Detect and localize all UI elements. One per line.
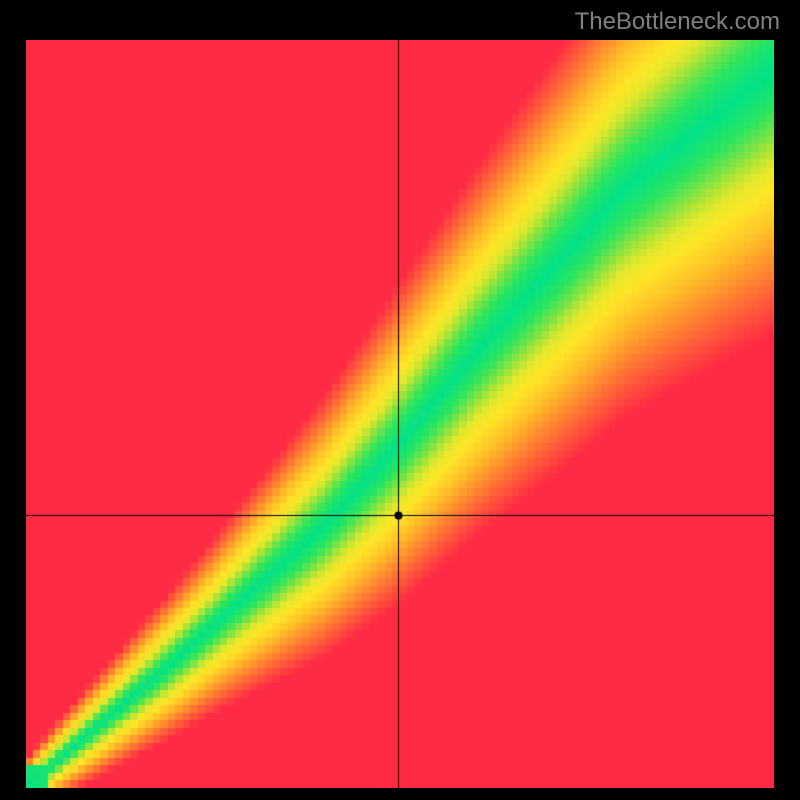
bottleneck-heatmap [26,40,774,788]
watermark-text: TheBottleneck.com [575,8,780,36]
